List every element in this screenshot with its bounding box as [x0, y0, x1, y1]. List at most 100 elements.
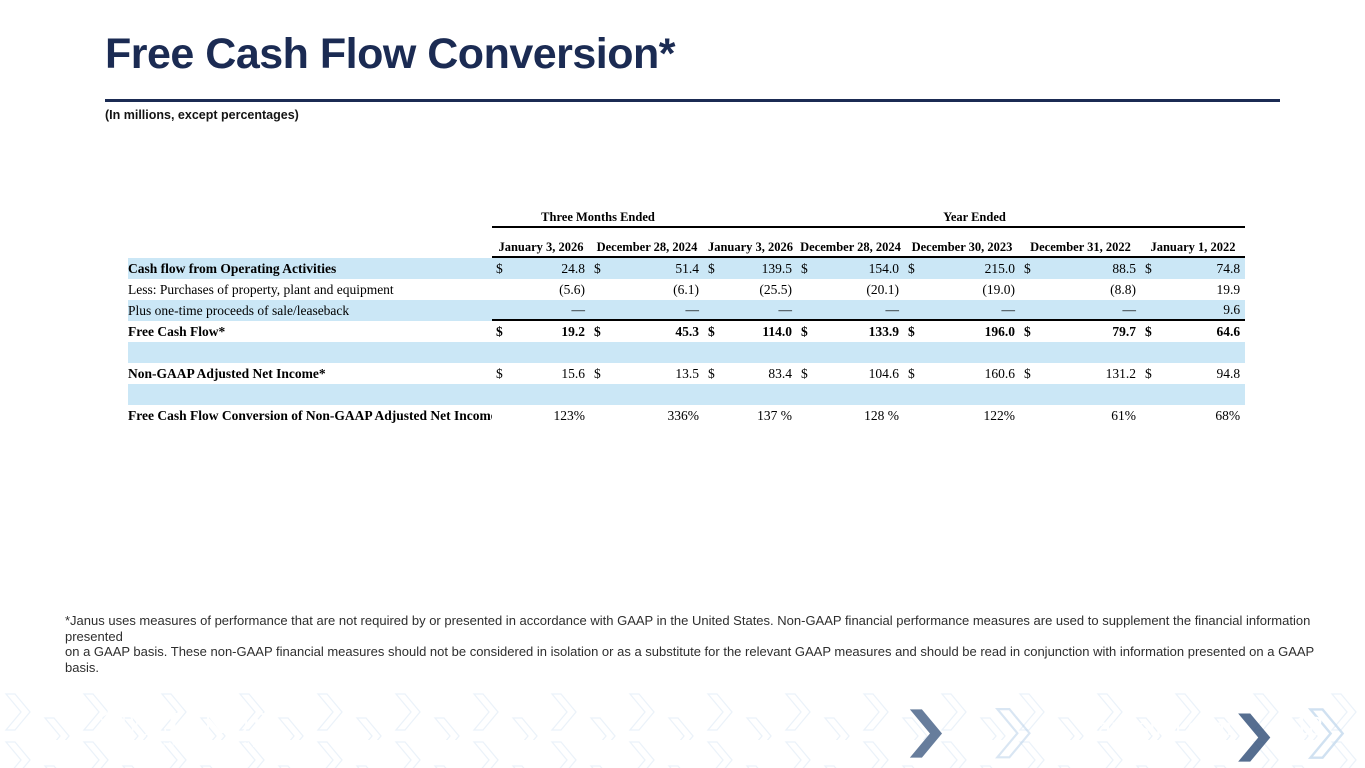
footnote-line: on a GAAP basis. These non-GAAP financia… — [65, 644, 1314, 675]
footnote-line: *Janus uses measures of performance that… — [65, 613, 1311, 644]
table-row-sale-leaseback: Plus one-time proceeds of sale/leaseback… — [128, 300, 1246, 321]
column-header: January 3, 2026 — [704, 240, 797, 258]
currency-symbol: $ — [496, 323, 503, 339]
janus-logo: JANUS® INTERNATIONAL GROUP — [95, 698, 320, 758]
cell-value: 104.6 — [868, 365, 899, 381]
row-label: Plus one-time proceeds of sale/leaseback — [128, 302, 350, 318]
cell-value: — — [885, 301, 900, 317]
currency-symbol: $ — [801, 365, 808, 381]
cell-value: 154.0 — [868, 260, 899, 276]
column-header: January 3, 2026 — [492, 240, 590, 258]
currency-symbol: $ — [594, 365, 601, 381]
cell-value: 15.6 — [561, 365, 585, 381]
cell-value: 123% — [553, 407, 586, 423]
currency-symbol: $ — [1145, 365, 1152, 381]
cell-value: 137 % — [757, 407, 792, 423]
title-divider — [105, 99, 1280, 102]
currency-symbol: $ — [708, 323, 715, 339]
cell-value: 74.8 — [1216, 260, 1241, 276]
table-row-operating-cash-flow: Cash flow from Operating Activities $24.… — [128, 258, 1246, 279]
cell-value: 133.9 — [868, 323, 899, 339]
cell-value: — — [778, 301, 793, 317]
free-cash-flow-table: Three Months Ended Year Ended January 3,… — [128, 206, 1246, 426]
footer-bar: JANUS® INTERNATIONAL GROUP JanusIntl.com… — [0, 692, 1365, 768]
currency-symbol: $ — [1024, 323, 1031, 339]
table-row-adjusted-net-income: Non-GAAP Adjusted Net Income* $15.6 $13.… — [128, 363, 1245, 384]
currency-symbol: $ — [908, 323, 915, 339]
cell-value: 128 % — [864, 407, 899, 423]
currency-symbol: $ — [908, 365, 915, 381]
cell-value: 13.5 — [675, 365, 699, 381]
cell-value: 61% — [1111, 407, 1136, 423]
currency-symbol: $ — [908, 260, 915, 276]
cell-value: (20.1) — [866, 281, 899, 297]
cell-value: 79.7 — [1112, 323, 1136, 339]
row-label: Cash flow from Operating Activities — [128, 260, 337, 276]
table-row-fcf-conversion: Free Cash Flow Conversion of Non-GAAP Ad… — [128, 405, 1245, 426]
currency-symbol: $ — [594, 260, 601, 276]
cell-value: — — [685, 301, 700, 317]
currency-symbol: $ — [801, 260, 808, 276]
table-row-free-cash-flow: Free Cash Flow* $19.2 $45.3 $114.0 $133.… — [128, 321, 1245, 342]
row-label: Free Cash Flow Conversion of Non-GAAP Ad… — [128, 407, 492, 423]
logo-tagline: INTERNATIONAL GROUP — [163, 739, 321, 749]
janus-logo-text: JANUS® INTERNATIONAL GROUP — [163, 704, 321, 749]
currency-symbol: $ — [496, 365, 503, 381]
cell-value: — — [1122, 301, 1137, 317]
cell-value: 94.8 — [1216, 365, 1241, 381]
column-header: December 30, 2023 — [904, 240, 1020, 258]
group-header-year-ended: Year Ended — [704, 210, 1246, 228]
cell-value: 160.6 — [984, 365, 1015, 381]
cell-value: 88.5 — [1112, 260, 1136, 276]
cell-value: 19.9 — [1216, 281, 1241, 297]
units-note: (In millions, except percentages) — [105, 108, 299, 122]
cell-value: 83.4 — [768, 365, 792, 381]
cell-value: 45.3 — [675, 323, 699, 339]
currency-symbol: $ — [496, 260, 503, 276]
registered-mark: ® — [270, 717, 279, 728]
currency-symbol: $ — [801, 323, 808, 339]
cell-value: 19.2 — [561, 323, 585, 339]
gaap-footnote: *Janus uses measures of performance that… — [65, 613, 1325, 675]
column-header: January 1, 2022 — [1141, 240, 1246, 258]
cell-value: 122% — [983, 407, 1016, 423]
currency-symbol: $ — [1024, 365, 1031, 381]
cell-value: (25.5) — [759, 281, 792, 297]
cell-value: (6.1) — [673, 281, 699, 297]
row-label: Non-GAAP Adjusted Net Income* — [128, 365, 326, 381]
cell-value: 24.8 — [561, 260, 585, 276]
cell-value: 131.2 — [1105, 365, 1136, 381]
website-link[interactable]: JanusIntl.com — [1086, 714, 1232, 740]
spacer-row — [128, 342, 1246, 363]
cell-value: 64.6 — [1216, 323, 1241, 339]
cell-value: 68% — [1215, 407, 1241, 423]
cell-value: 139.5 — [761, 260, 792, 276]
currency-symbol: $ — [708, 365, 715, 381]
cell-value: (19.0) — [982, 281, 1015, 297]
group-header-row: Three Months Ended Year Ended — [128, 206, 1246, 228]
cell-value: — — [1001, 301, 1016, 317]
cell-value: — — [571, 301, 586, 317]
cell-value: 51.4 — [675, 260, 699, 276]
currency-symbol: $ — [708, 260, 715, 276]
cell-value: 336% — [667, 407, 700, 423]
cell-value: 196.0 — [984, 323, 1015, 339]
column-header: December 31, 2022 — [1020, 240, 1141, 258]
logo-name: JANUS — [163, 704, 271, 740]
spacer-row — [128, 384, 1246, 405]
page-title: Free Cash Flow Conversion* — [105, 30, 676, 78]
cell-value: (8.8) — [1110, 281, 1136, 297]
currency-symbol: $ — [1024, 260, 1031, 276]
chevron-right-pattern-icon — [0, 692, 1365, 768]
table-row-capex: Less: Purchases of property, plant and e… — [128, 279, 1245, 300]
currency-symbol: $ — [1145, 323, 1152, 339]
cell-value: (5.6) — [559, 281, 585, 297]
janus-two-faced-head-icon — [98, 701, 150, 754]
currency-symbol: $ — [1145, 260, 1152, 276]
column-header-row: January 3, 2026 December 28, 2024 Januar… — [128, 228, 1246, 258]
row-label: Less: Purchases of property, plant and e… — [128, 281, 394, 297]
cell-value: 215.0 — [984, 260, 1015, 276]
page-number: 18 — [1294, 711, 1323, 741]
row-label: Free Cash Flow* — [128, 323, 226, 339]
